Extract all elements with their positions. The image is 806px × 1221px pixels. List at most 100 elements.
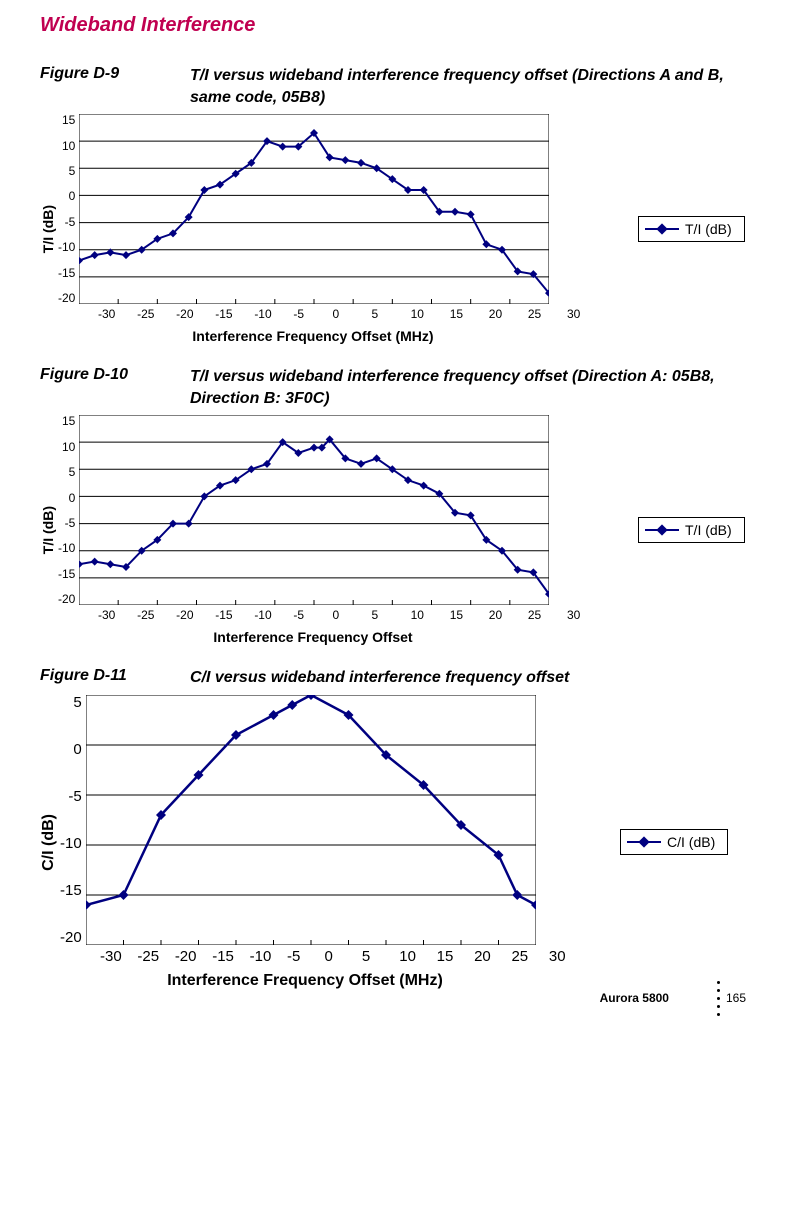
chart-block: T/I (dB)151050-5-10-15-20-30-25-20-15-10… bbox=[40, 415, 766, 645]
figure-caption: Figure D-11C/I versus wideband interfere… bbox=[40, 667, 766, 689]
x-tick: -30 bbox=[100, 949, 101, 964]
x-tick: -15 bbox=[215, 308, 216, 320]
y-tick: 5 bbox=[73, 695, 81, 710]
y-tick: 15 bbox=[62, 114, 75, 126]
x-tick: -30 bbox=[98, 308, 99, 320]
y-axis-label: C/I (dB) bbox=[40, 814, 58, 871]
y-tick: -10 bbox=[58, 241, 75, 253]
figure-caption: Figure D-9T/I versus wideband interferen… bbox=[40, 65, 766, 108]
legend-label: T/I (dB) bbox=[685, 522, 732, 538]
x-tick: -10 bbox=[254, 308, 255, 320]
x-tick: -10 bbox=[250, 949, 251, 964]
x-tick: -5 bbox=[293, 609, 294, 621]
x-tick: 0 bbox=[332, 609, 333, 621]
y-tick: -5 bbox=[65, 216, 76, 228]
legend-swatch bbox=[645, 222, 679, 236]
x-tick: -25 bbox=[137, 308, 138, 320]
plot-and-ticks: 151050-5-10-15-20-30-25-20-15-10-5051015… bbox=[58, 415, 568, 645]
x-tick: 5 bbox=[372, 609, 373, 621]
y-ticks: 50-5-10-15-20 bbox=[60, 695, 86, 945]
chart-row: C/I (dB)50-5-10-15-20-30-25-20-15-10-505… bbox=[40, 695, 550, 990]
x-tick: -25 bbox=[137, 949, 138, 964]
y-ticks: 151050-5-10-15-20 bbox=[58, 415, 79, 605]
figure: Figure D-9T/I versus wideband interferen… bbox=[40, 65, 766, 344]
x-tick: -15 bbox=[212, 949, 213, 964]
x-tick: 25 bbox=[511, 949, 512, 964]
x-ticks: -30-25-20-15-10-5051015202530 bbox=[98, 605, 568, 621]
x-tick: -25 bbox=[137, 609, 138, 621]
x-tick: 20 bbox=[489, 308, 490, 320]
plot-row: 15 10 5 0 -5 -10 -15 -20 bbox=[58, 114, 568, 304]
plot-row: 151050-5-10-15-20 bbox=[58, 415, 568, 605]
x-ticks: -30-25-20-15-10-5051015202530 bbox=[98, 304, 568, 320]
y-ticks: 15 10 5 0 -5 -10 -15 -20 bbox=[58, 114, 79, 304]
section-title: Wideband Interference bbox=[40, 14, 766, 37]
x-tick: 0 bbox=[324, 949, 325, 964]
chart-legend: T/I (dB) bbox=[638, 517, 745, 543]
x-ticks: -30-25-20-15-10-5051015202530 bbox=[100, 945, 550, 964]
figure: Figure D-10T/I versus wideband interfere… bbox=[40, 366, 766, 645]
y-tick: 0 bbox=[73, 742, 81, 757]
figure-number: Figure D-9 bbox=[40, 65, 190, 108]
x-tick: 10 bbox=[411, 609, 412, 621]
x-tick: -15 bbox=[215, 609, 216, 621]
x-tick: 20 bbox=[474, 949, 475, 964]
chart-block: T/I (dB) 15 10 5 0 -5 -10 -15 -20 -30 -25 -20 -15 -10… bbox=[40, 114, 766, 344]
y-axis-label: T/I (dB) bbox=[40, 205, 56, 253]
x-tick: -5 bbox=[287, 949, 288, 964]
legend-swatch bbox=[645, 523, 679, 537]
x-tick: 15 bbox=[450, 609, 451, 621]
chart-row: T/I (dB)151050-5-10-15-20-30-25-20-15-10… bbox=[40, 415, 568, 645]
figure-title: C/I versus wideband interference frequen… bbox=[190, 667, 766, 689]
figure-number: Figure D-11 bbox=[40, 667, 190, 689]
legend-label: C/I (dB) bbox=[667, 834, 715, 850]
footer-page-number: 165 bbox=[726, 991, 746, 1005]
x-tick: -10 bbox=[254, 609, 255, 621]
x-tick: 30 bbox=[567, 609, 568, 621]
y-tick: -10 bbox=[60, 836, 82, 851]
y-tick: 10 bbox=[62, 140, 75, 152]
y-tick: -15 bbox=[60, 883, 82, 898]
plot-row: 50-5-10-15-20 bbox=[60, 695, 550, 945]
x-tick: 5 bbox=[362, 949, 363, 964]
y-tick: 5 bbox=[69, 165, 76, 177]
x-tick: 25 bbox=[528, 308, 529, 320]
legend-label: T/I (dB) bbox=[685, 221, 732, 237]
x-axis-label: Interference Frequency Offset (MHz) bbox=[60, 972, 550, 990]
x-tick: 15 bbox=[450, 308, 451, 320]
x-axis-label: Interference Frequency Offset bbox=[58, 629, 568, 645]
x-tick: 25 bbox=[528, 609, 529, 621]
x-tick: -20 bbox=[176, 609, 177, 621]
plot-and-ticks: 50-5-10-15-20-30-25-20-15-10-50510152025… bbox=[60, 695, 550, 990]
page-footer: Aurora 5800 165 bbox=[600, 981, 746, 1016]
x-tick: 0 bbox=[332, 308, 333, 320]
chart-row: T/I (dB) 15 10 5 0 -5 -10 -15 -20 -30 -25 -20 -15 -10… bbox=[40, 114, 568, 344]
legend-swatch bbox=[627, 835, 661, 849]
x-tick: 10 bbox=[411, 308, 412, 320]
figure: Figure D-11C/I versus wideband interfere… bbox=[40, 667, 766, 990]
y-tick: 0 bbox=[69, 190, 76, 202]
y-tick: 10 bbox=[62, 441, 75, 453]
y-tick: -10 bbox=[58, 542, 75, 554]
x-tick: 30 bbox=[549, 949, 550, 964]
x-tick: -20 bbox=[176, 308, 177, 320]
x-tick: 10 bbox=[399, 949, 400, 964]
y-tick: -5 bbox=[68, 789, 81, 804]
y-tick: -5 bbox=[65, 517, 76, 529]
y-tick: 15 bbox=[62, 415, 75, 427]
y-tick: -15 bbox=[58, 267, 75, 279]
plot-and-ticks: 15 10 5 0 -5 -10 -15 -20 -30 -25 -20 -15 -10 -5 0 5 10 15… bbox=[58, 114, 568, 344]
footer-dots-icon bbox=[717, 981, 720, 1016]
chart-block: C/I (dB)50-5-10-15-20-30-25-20-15-10-505… bbox=[40, 695, 766, 990]
x-tick: 5 bbox=[372, 308, 373, 320]
x-tick: 15 bbox=[437, 949, 438, 964]
y-tick: -20 bbox=[58, 593, 75, 605]
figure-number: Figure D-10 bbox=[40, 366, 190, 409]
x-tick: 30 bbox=[567, 308, 568, 320]
footer-product: Aurora 5800 bbox=[600, 991, 669, 1005]
x-tick: 20 bbox=[489, 609, 490, 621]
y-tick: -20 bbox=[58, 292, 75, 304]
chart-wrap: T/I (dB) 15 10 5 0 -5 -10 -15 -20 -30 -25 -20 -15 -10… bbox=[40, 114, 568, 344]
chart-plot bbox=[86, 695, 536, 945]
y-tick: 0 bbox=[69, 492, 76, 504]
